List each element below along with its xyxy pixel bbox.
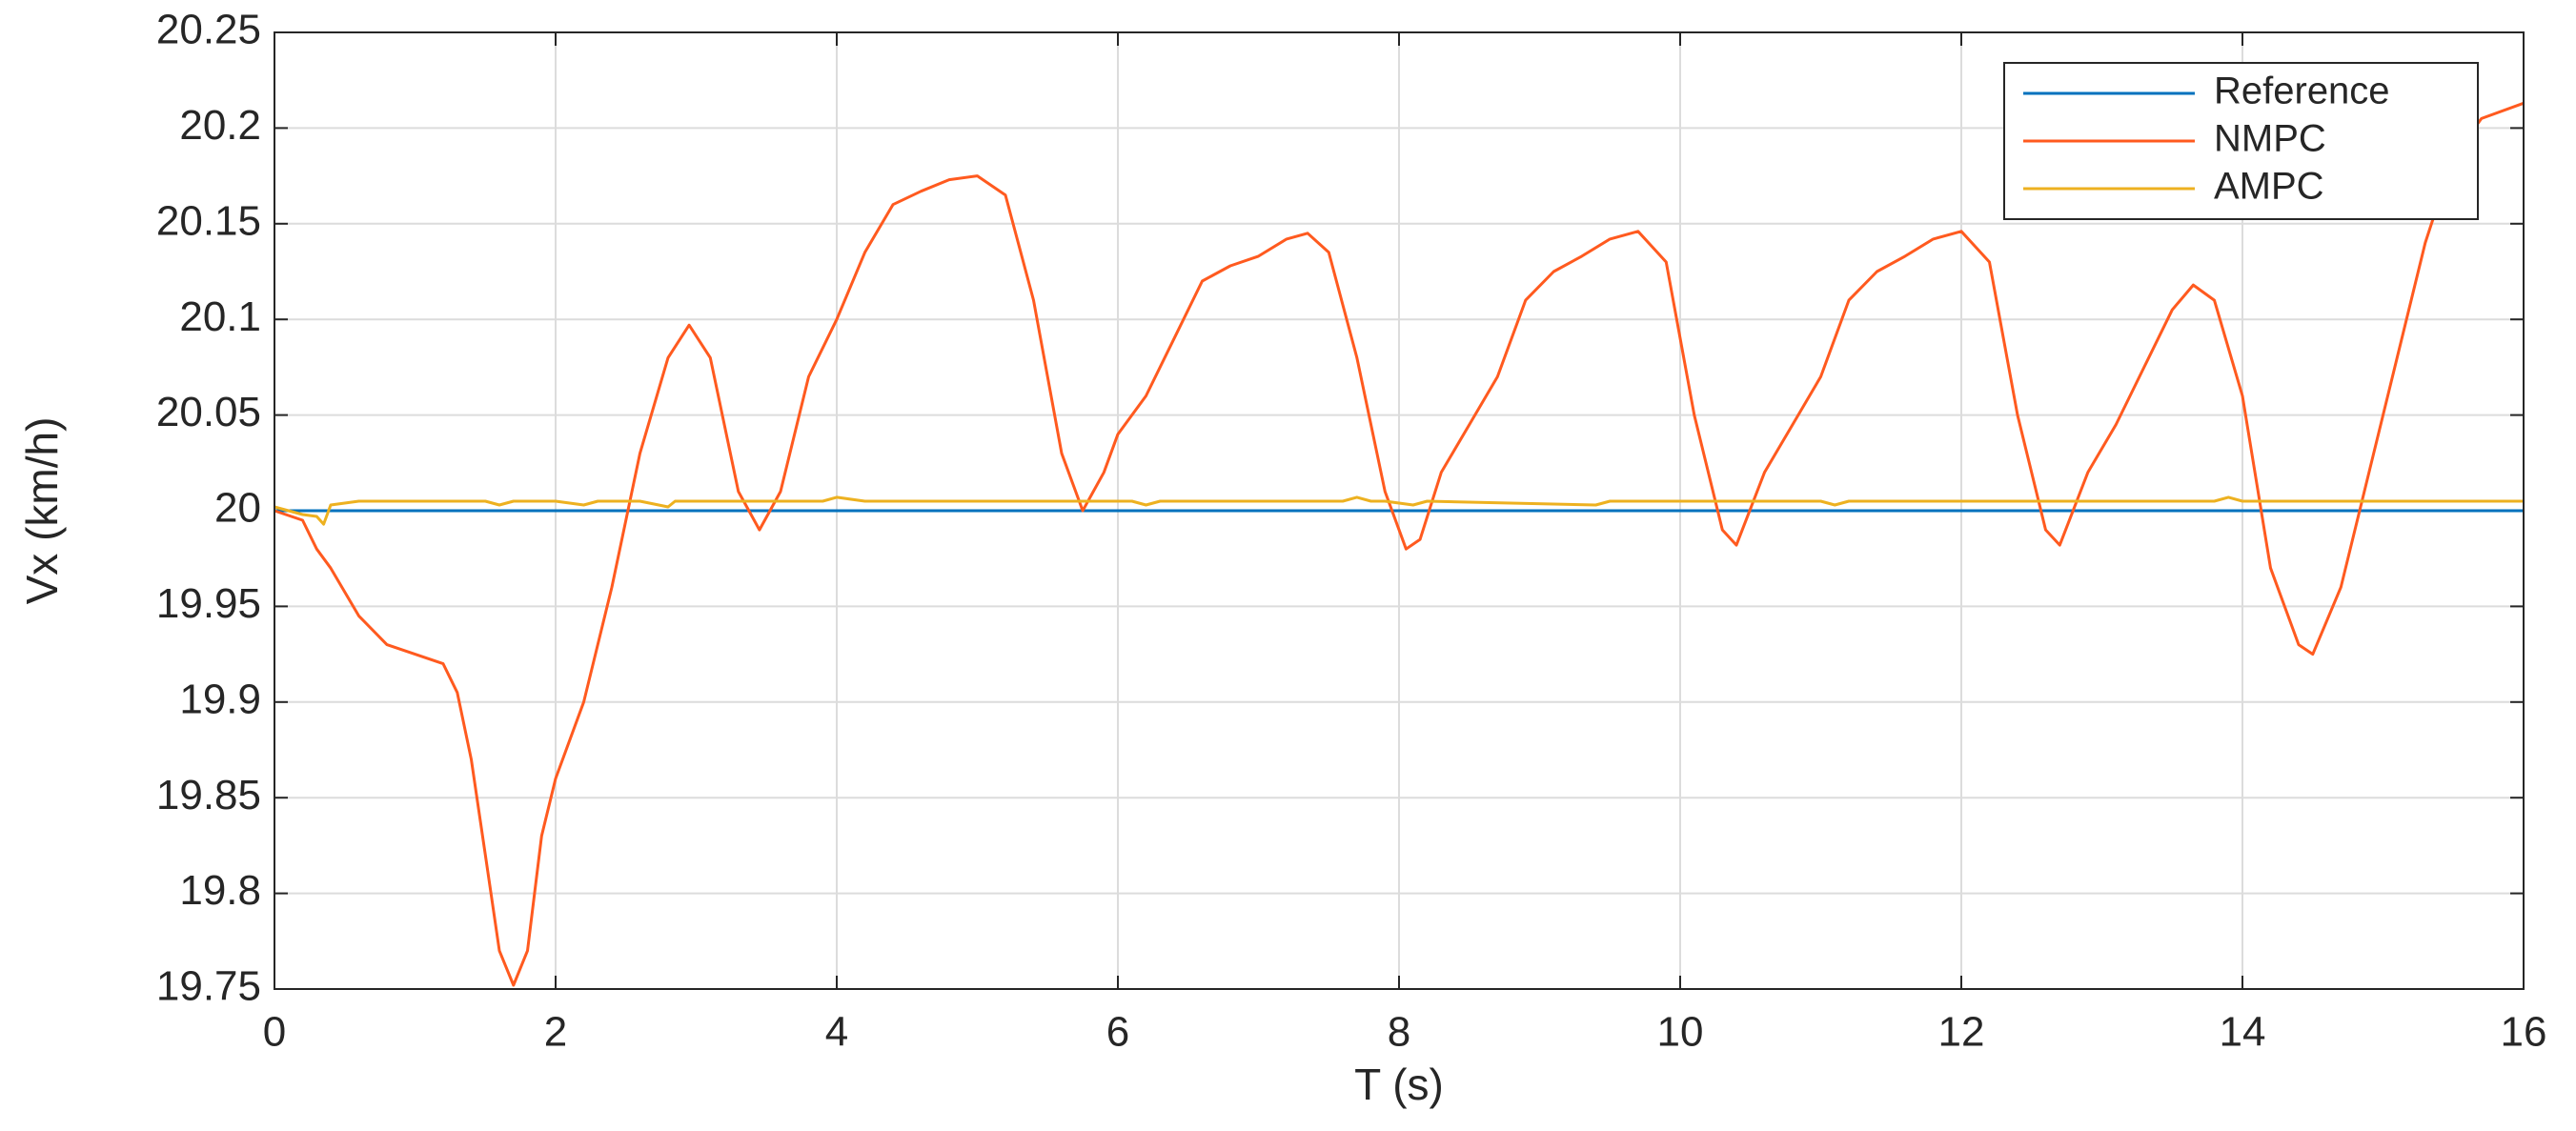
y-tick-label: 19.85 xyxy=(156,772,261,818)
y-tick-label: 19.75 xyxy=(156,963,261,1010)
legend-label: Reference xyxy=(2214,71,2390,112)
y-tick-label: 20.1 xyxy=(179,293,261,340)
y-axis-label: Vx (km/h) xyxy=(17,417,67,605)
x-tick-label: 6 xyxy=(1106,1009,1129,1056)
x-tick-label: 0 xyxy=(263,1009,286,1056)
y-tick-label: 20.25 xyxy=(156,7,261,53)
y-tick-label: 19.9 xyxy=(179,676,261,722)
legend-label: NMPC xyxy=(2214,118,2326,160)
y-tick-label: 19.8 xyxy=(179,867,261,914)
x-tick-label: 4 xyxy=(825,1009,848,1056)
x-tick-label: 14 xyxy=(2220,1009,2266,1056)
x-tick-label: 10 xyxy=(1657,1009,1704,1056)
data-line xyxy=(274,495,2524,526)
y-tick-label: 19.95 xyxy=(156,580,261,627)
y-tick-label: 20 xyxy=(214,485,261,532)
x-tick-label: 2 xyxy=(544,1009,567,1056)
x-axis-label: T (s) xyxy=(1354,1060,1444,1109)
x-tick-label: 8 xyxy=(1388,1009,1410,1056)
legend-label: AMPC xyxy=(2214,166,2324,208)
y-tick-label: 20.05 xyxy=(156,389,261,435)
x-tick-label: 16 xyxy=(2501,1009,2547,1056)
y-tick-label: 20.2 xyxy=(179,102,261,149)
data-line xyxy=(274,101,2525,987)
plot-frame xyxy=(274,31,2525,990)
y-tick-label: 20.15 xyxy=(156,197,261,244)
x-tick-label: 12 xyxy=(1938,1009,1985,1056)
